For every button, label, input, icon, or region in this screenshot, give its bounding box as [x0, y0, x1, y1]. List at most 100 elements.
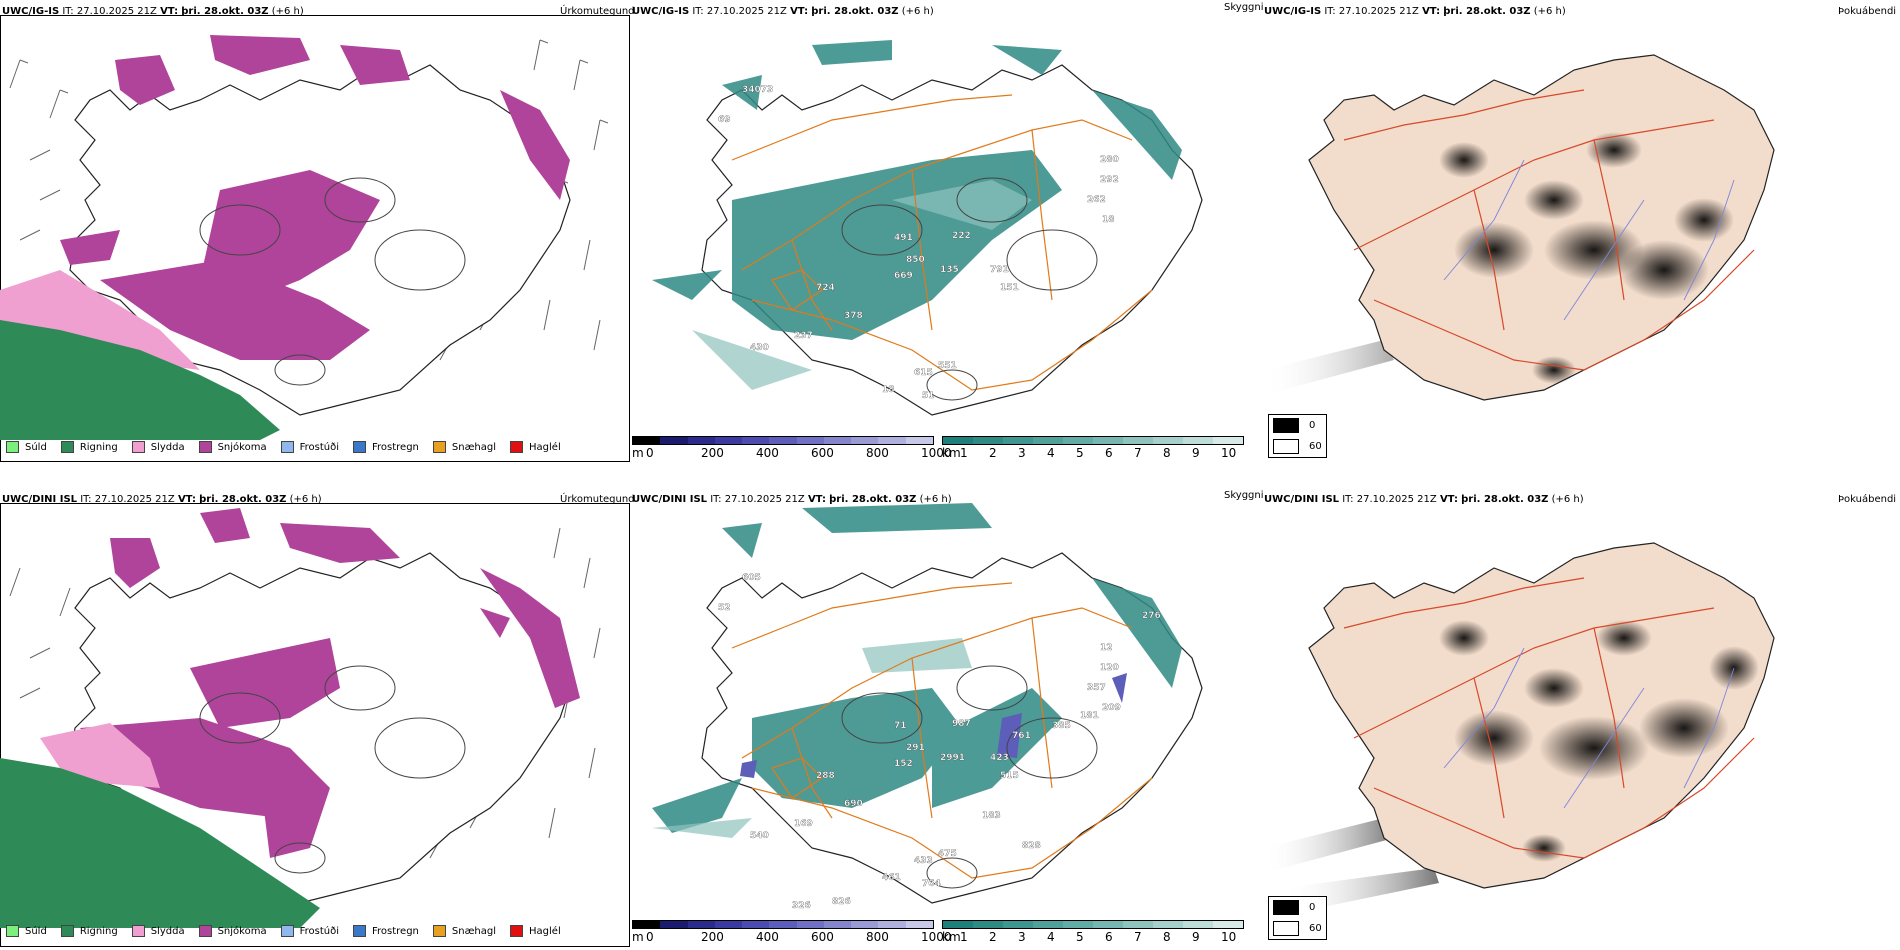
visibility-value-label: 515 — [1000, 771, 1019, 781]
visibility-value-label: 152 — [894, 759, 913, 769]
precip-legend: Súld Rigning Slydda Snjókoma Frostúði Frostre… — [6, 925, 575, 937]
colorbar-segment — [742, 921, 770, 928]
colorbar-segment — [1003, 921, 1033, 928]
visibility-value-label: 209 — [1102, 703, 1121, 713]
visibility-value-label: 378 — [844, 311, 863, 321]
colorbar-segment — [943, 437, 973, 444]
fog-legend-label: 0 — [1309, 902, 1316, 913]
colorbar-segment — [878, 437, 906, 444]
it-label: IT: — [1342, 494, 1354, 505]
legend-label: Snjókoma — [217, 925, 267, 937]
legend-label: Snæhagl — [451, 925, 497, 937]
legend-label: Súld — [25, 925, 47, 937]
legend-label: Frostregn — [372, 925, 419, 937]
legend-label: Frostúði — [299, 441, 339, 453]
colorbar-unit: m — [632, 930, 644, 944]
colorbar-segment — [796, 437, 824, 444]
colorbar-segment — [769, 437, 797, 444]
it-label: IT: — [62, 6, 74, 17]
visibility-value-label: 385 — [1052, 721, 1071, 731]
cloud-base-ticks: m 0 200 400 600 800 1000 — [632, 446, 952, 460]
visibility-value-label: 987 — [952, 719, 971, 729]
colorbar-tick: 10 — [1221, 930, 1237, 944]
panel-title: Skyggni — [1224, 490, 1264, 501]
visibility-value-label: 669 — [894, 271, 913, 281]
visibility-value-label: 280 — [1100, 155, 1119, 165]
colorbar-segment — [943, 921, 973, 928]
roads — [731, 582, 1153, 879]
fog-dark-areas — [1439, 620, 1759, 862]
lead-time: (+6 h) — [1551, 494, 1584, 505]
colorbar-tick: 6 — [1105, 930, 1113, 944]
visibility-value-label: 461 — [882, 873, 901, 883]
colorbar-segment — [742, 437, 770, 444]
visibility-value-label: 151 — [1000, 283, 1019, 293]
it-label: IT: — [80, 494, 92, 505]
visibility-value-label: 169 — [794, 819, 813, 829]
visibility-labels: 605 52 71 987 291 2991 152 288 423 515 690 169 540 47… — [718, 573, 1161, 911]
colorbar-segment — [1033, 437, 1063, 444]
legend-swatch — [131, 441, 145, 453]
fog-legend-swatch — [1273, 439, 1299, 454]
vt-label: VT: — [1439, 494, 1458, 505]
visibility-value-label: 826 — [832, 897, 851, 907]
visibility-value-label: 615 — [914, 368, 933, 378]
visibility-colorbar — [942, 920, 1244, 929]
visibility-value-label: 764 — [922, 879, 941, 889]
fog-legend-row: 60 — [1269, 918, 1326, 939]
colorbar-tick: 200 — [701, 930, 724, 944]
lead-time: (+6 h) — [901, 6, 934, 17]
colorbar-tick: 7 — [1134, 446, 1142, 460]
colorbar-segment — [1183, 437, 1213, 444]
colorbar-tick: 200 — [701, 446, 724, 460]
fog-map — [1264, 54, 1775, 401]
it-value: 27.10.2025 21Z — [76, 6, 157, 17]
legend-swatch — [198, 441, 212, 453]
legend-label: Snjókoma — [217, 441, 267, 453]
visibility-value-label: 71 — [894, 721, 907, 731]
rain-area — [0, 320, 280, 440]
legend-label: Haglél — [529, 441, 561, 453]
model-name: UWC/IG-IS — [1264, 6, 1322, 17]
colorbar-segment — [1063, 921, 1093, 928]
colorbar-segment — [714, 921, 743, 928]
fog-legend-row: 0 — [1269, 415, 1326, 436]
colorbar-segment — [769, 921, 797, 928]
colorbar-segment — [973, 437, 1003, 444]
visibility-value-label: 276 — [1142, 611, 1161, 621]
visibility-panel-row1: UWC/IG-IS IT: 27.10.2025 21Z VT: þri. 28… — [632, 0, 1264, 462]
panel-header: UWC/DINI ISL IT: 27.10.2025 21Z VT: þri.… — [632, 494, 952, 505]
visibility-value-label: 135 — [940, 265, 959, 275]
legend-item: Rigning — [60, 441, 118, 453]
colorbar-tick: 2 — [989, 930, 997, 944]
legend-item: Haglél — [510, 925, 561, 937]
model-name: UWC/DINI ISL — [2, 494, 78, 505]
legend-swatch — [432, 441, 446, 453]
fog-map — [1264, 542, 1775, 913]
colorbar-tick: 5 — [1076, 446, 1084, 460]
legend-item: Rigning — [60, 925, 118, 937]
visibility-ticks: km 1 2 3 4 5 6 7 8 9 10 — [942, 930, 1262, 944]
fog-legend-label: 60 — [1309, 441, 1322, 452]
visibility-value-label: 791 — [990, 265, 1009, 275]
vt-value: þri. 28.okt. 03Z — [181, 6, 269, 17]
legend-item: Slydda — [131, 925, 185, 937]
panel-title: Þokuábendi — [1838, 494, 1897, 505]
colorbar-segment — [1213, 921, 1243, 928]
model-name: UWC/DINI ISL — [632, 494, 708, 505]
legend-item: Súld — [6, 925, 47, 937]
fog-plume — [1264, 818, 1394, 873]
colorbar-segment — [1183, 921, 1213, 928]
colorbar-segment — [905, 437, 933, 444]
colorbar-tick: 0 — [646, 446, 654, 460]
colorbar-tick: 400 — [756, 930, 779, 944]
fog-legend-swatch — [1273, 900, 1299, 915]
visibility-value-label: 605 — [742, 573, 761, 583]
fog-legend-swatch — [1273, 418, 1299, 433]
colorbar-segment — [660, 437, 688, 444]
colorbar-tick: 8 — [1163, 446, 1171, 460]
vt-label: VT: — [160, 6, 179, 17]
visibility-map: 34073 69 491 222 850 135 669 724 791 151 378 237 430… — [652, 40, 1203, 416]
fog-legend: 0 60 — [1268, 896, 1327, 940]
panel-header: UWC/IG-IS IT: 27.10.2025 21Z VT: þri. 28… — [1264, 6, 1566, 17]
